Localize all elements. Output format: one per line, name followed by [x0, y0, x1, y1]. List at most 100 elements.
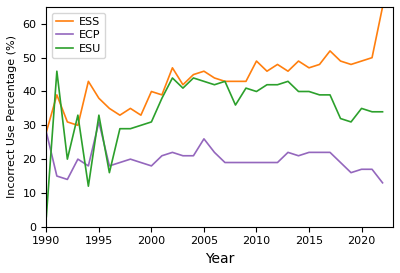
ESS [202, 70, 206, 73]
ESU [118, 127, 122, 130]
ESS [212, 76, 217, 80]
ECP [96, 120, 101, 124]
ECP [286, 151, 290, 154]
ESS [118, 114, 122, 117]
ESS [149, 90, 154, 93]
ESU [44, 215, 49, 218]
ESS [275, 63, 280, 66]
ECP [180, 154, 185, 158]
ESS [359, 60, 364, 63]
Line: ECP: ECP [46, 122, 382, 183]
ECP [212, 151, 217, 154]
ESU [222, 80, 227, 83]
ESS [286, 70, 290, 73]
ESU [307, 90, 312, 93]
ESS [317, 63, 322, 66]
ESS [138, 114, 143, 117]
ECP [380, 181, 385, 185]
ECP [44, 130, 49, 134]
ESU [128, 127, 133, 130]
ESS [370, 56, 374, 59]
ESU [296, 90, 301, 93]
ESU [359, 107, 364, 110]
ESU [202, 80, 206, 83]
ECP [191, 154, 196, 158]
ESS [44, 130, 49, 134]
ECP [149, 164, 154, 168]
ESS [65, 120, 70, 124]
ECP [160, 154, 164, 158]
ESS [76, 124, 80, 127]
ECP [307, 151, 312, 154]
ESS [54, 93, 59, 97]
ESU [54, 70, 59, 73]
ECP [170, 151, 175, 154]
ESS [86, 80, 91, 83]
ECP [138, 161, 143, 164]
ESU [138, 124, 143, 127]
ECP [296, 154, 301, 158]
ESU [338, 117, 343, 120]
ESU [160, 97, 164, 100]
ESU [149, 120, 154, 124]
Line: ESU: ESU [46, 71, 382, 217]
ESS [191, 73, 196, 76]
ESU [233, 103, 238, 107]
ESS [296, 60, 301, 63]
ESU [212, 83, 217, 86]
Line: ESS: ESS [46, 7, 382, 132]
ECP [86, 164, 91, 168]
ECP [370, 168, 374, 171]
ESU [370, 110, 374, 113]
ESS [380, 5, 385, 8]
ESS [107, 107, 112, 110]
ESS [338, 60, 343, 63]
ESU [65, 158, 70, 161]
ESS [264, 70, 269, 73]
ESS [328, 49, 332, 52]
ESS [349, 63, 354, 66]
ESU [244, 87, 248, 90]
ECP [233, 161, 238, 164]
ECP [107, 164, 112, 168]
ESU [317, 93, 322, 97]
ECP [254, 161, 259, 164]
ECP [54, 174, 59, 178]
ESU [107, 171, 112, 174]
ECP [118, 161, 122, 164]
ESS [170, 66, 175, 69]
ECP [264, 161, 269, 164]
ESU [86, 185, 91, 188]
ESU [264, 83, 269, 86]
ESU [254, 90, 259, 93]
ESS [160, 93, 164, 97]
ESS [244, 80, 248, 83]
ECP [76, 158, 80, 161]
ESS [96, 97, 101, 100]
ESU [286, 80, 290, 83]
ESU [191, 76, 196, 80]
ESU [76, 114, 80, 117]
X-axis label: Year: Year [205, 252, 234, 266]
Legend: ESS, ECP, ESU: ESS, ECP, ESU [52, 13, 105, 58]
ESS [307, 66, 312, 69]
ECP [317, 151, 322, 154]
ECP [65, 178, 70, 181]
Y-axis label: Incorrect Use Percentage (%): Incorrect Use Percentage (%) [7, 35, 17, 198]
ECP [202, 137, 206, 141]
ESU [275, 83, 280, 86]
ESS [233, 80, 238, 83]
ESU [380, 110, 385, 113]
ESS [222, 80, 227, 83]
ESS [180, 83, 185, 86]
ESS [128, 107, 133, 110]
ECP [328, 151, 332, 154]
ESS [254, 60, 259, 63]
ECP [349, 171, 354, 174]
ECP [244, 161, 248, 164]
ESU [349, 120, 354, 124]
ECP [222, 161, 227, 164]
ECP [338, 161, 343, 164]
ESU [96, 114, 101, 117]
ECP [359, 168, 364, 171]
